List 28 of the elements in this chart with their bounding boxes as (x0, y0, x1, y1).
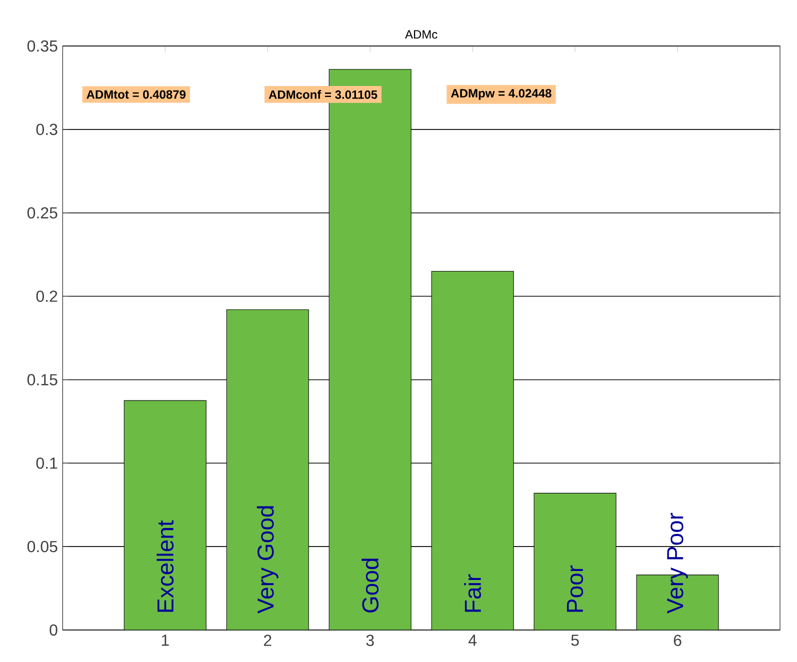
annotation: ADMtot = 0.40879 (86, 90, 186, 99)
annotation: ADMpw = 4.02448 (451, 89, 552, 100)
chart-title: ADMc (405, 30, 438, 39)
annotation: Very Poor (667, 512, 688, 614)
bar (226, 310, 309, 630)
x-tick-label: 3 (366, 634, 374, 646)
y-tick-label: 0.2 (36, 290, 58, 302)
bar (432, 271, 514, 630)
annotation: ADMconf = 3.01105 (268, 90, 378, 99)
y-tick-label: 0.15 (27, 374, 58, 386)
y-tick-label: 0.05 (27, 540, 58, 552)
annotation: Very Good (256, 506, 278, 614)
x-tick-label: 4 (468, 634, 477, 646)
x-tick-label: 1 (162, 634, 169, 646)
annotation: Fair (464, 574, 482, 612)
y-tick-label: 0 (50, 624, 58, 636)
y-tick-label: 0.35 (27, 40, 58, 52)
annotation: Good (362, 558, 379, 612)
bar (534, 493, 616, 630)
annotation: Poor (567, 565, 584, 612)
annotation: Excellent (156, 520, 174, 612)
x-tick-label: 2 (264, 634, 272, 646)
bar (124, 400, 206, 630)
y-tick-label: 0.3 (36, 124, 58, 136)
y-tick-label: 0.1 (36, 457, 58, 469)
x-tick-label: 6 (674, 634, 682, 646)
y-tick-label: 0.25 (27, 207, 58, 219)
x-tick-label: 5 (571, 634, 579, 646)
